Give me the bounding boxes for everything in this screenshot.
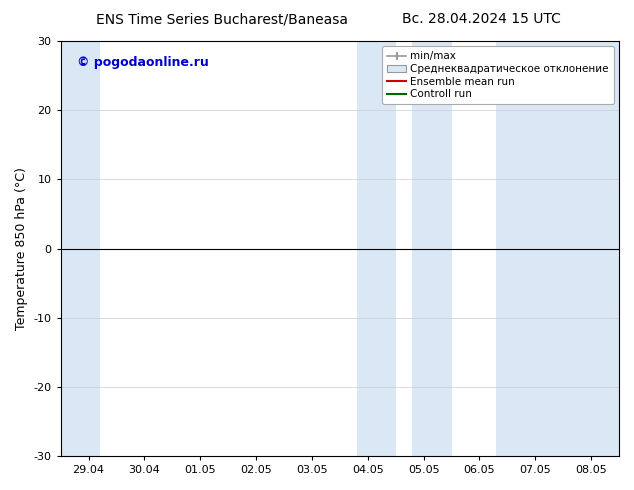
- Text: © pogodaonline.ru: © pogodaonline.ru: [77, 55, 209, 69]
- Bar: [61, 41, 100, 456]
- Text: Вс. 28.04.2024 15 UTC: Вс. 28.04.2024 15 UTC: [403, 12, 561, 26]
- Bar: [356, 41, 396, 456]
- Legend: min/max, Среднеквадратическое отклонение, Ensemble mean run, Controll run: min/max, Среднеквадратическое отклонение…: [382, 46, 614, 104]
- Text: ENS Time Series Bucharest/Baneasa: ENS Time Series Bucharest/Baneasa: [96, 12, 348, 26]
- Y-axis label: Temperature 850 hPa (°C): Temperature 850 hPa (°C): [15, 167, 28, 330]
- Bar: [413, 41, 451, 456]
- Bar: [496, 41, 619, 456]
